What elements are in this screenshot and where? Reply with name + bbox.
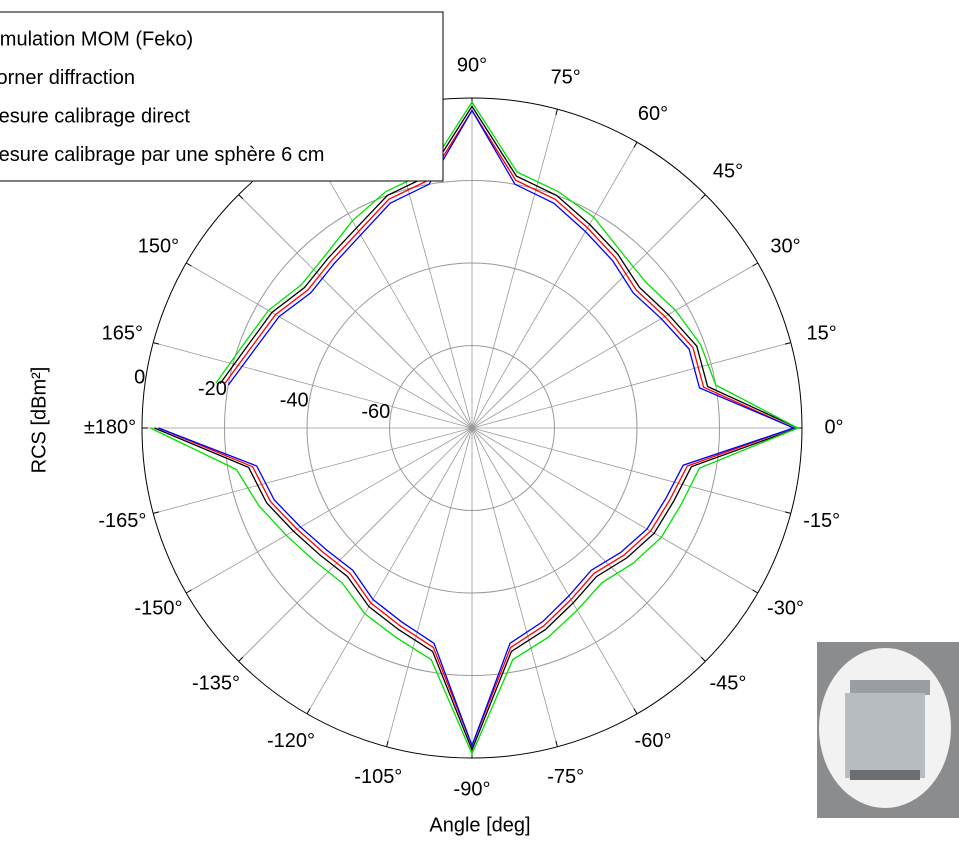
series-line: [150, 100, 800, 756]
theta-tick-label: 15°: [807, 323, 837, 345]
grid-spoke: [306, 427, 473, 714]
theta-tick: [700, 194, 706, 200]
theta-tick: [185, 589, 192, 594]
theta-tick: [386, 740, 389, 747]
legend-label: Simulation MOM (Feko): [0, 28, 193, 50]
theta-tick-label: -105°: [354, 766, 402, 788]
grid: [141, 97, 803, 759]
photo-base: [850, 770, 920, 780]
r-tick-label: -40: [280, 389, 309, 411]
theta-tick-label: -15°: [803, 510, 840, 532]
grid-spoke: [238, 427, 473, 662]
y-axis-label: RCS [dBm²]: [28, 367, 50, 474]
theta-tick-label: 60°: [638, 103, 668, 125]
theta-tick: [700, 656, 706, 662]
grid-spoke: [186, 427, 473, 594]
series-line: [158, 109, 796, 748]
theta-tick: [784, 342, 791, 345]
legend-label: Mesure calibrage direct: [0, 105, 190, 127]
theta-tick-label: 165°: [102, 323, 143, 345]
theta-tick: [306, 708, 311, 715]
theta-tick-label: -45°: [710, 672, 747, 694]
legend-label: Mesure calibrage par une sphère 6 cm: [0, 144, 324, 166]
theta-tick-label: -135°: [192, 672, 240, 694]
theta-tick: [633, 708, 638, 715]
theta-tick-label: -75°: [547, 766, 584, 788]
legend: Simulation MOM (Feko) Corner diffraction M…: [0, 11, 444, 182]
theta-tick: [185, 262, 192, 267]
grid-spoke: [471, 142, 638, 429]
theta-tick: [153, 342, 160, 345]
theta-tick-label: 75°: [551, 67, 581, 89]
theta-tick: [238, 194, 244, 200]
theta-tick: [153, 511, 160, 514]
theta-tick-label: -165°: [98, 510, 146, 532]
theta-tick: [752, 589, 759, 594]
theta-tick: [555, 740, 558, 747]
theta-tick: [784, 511, 791, 514]
theta-tick-label: -30°: [767, 597, 804, 619]
theta-tick: [555, 109, 558, 116]
theta-tick-label: 0°: [824, 416, 843, 438]
theta-tick-label: 45°: [713, 160, 743, 182]
theta-tick-label: -90°: [454, 778, 491, 800]
grid-spoke: [471, 262, 758, 429]
theta-tick-label: ±180°: [84, 416, 136, 438]
grid-spoke: [153, 342, 473, 429]
theta-tick-label: 30°: [770, 235, 800, 257]
theta-tick-label: -60°: [635, 730, 672, 752]
plot-lines: [150, 100, 800, 756]
grid-spoke: [471, 427, 706, 662]
grid-spoke: [306, 142, 473, 429]
theta-tick-label: -150°: [134, 597, 182, 619]
r-tick-label: -20: [198, 378, 227, 400]
grid-spoke: [471, 342, 791, 429]
theta-tick-label: 90°: [457, 54, 487, 76]
grid-spoke: [471, 194, 706, 429]
r-tick-label: 0: [134, 366, 145, 388]
theta-tick-label: -120°: [267, 730, 315, 752]
grid-spoke: [238, 194, 473, 429]
series-line: [154, 105, 800, 752]
photo-top-plate: [850, 680, 930, 695]
grid-spoke: [471, 109, 558, 429]
photo: [817, 642, 959, 818]
grid-spoke: [471, 427, 638, 714]
r-tick-label: -60: [361, 401, 390, 423]
grid-spoke: [386, 427, 473, 747]
theta-tick: [752, 262, 759, 267]
legend-label: Corner diffraction: [0, 67, 135, 89]
grid-spoke: [153, 427, 473, 514]
x-axis-label: Angle [deg]: [429, 814, 530, 836]
grid-spoke: [186, 262, 473, 429]
series-line: [158, 109, 796, 748]
grid-spoke: [471, 427, 758, 594]
photo-plate: [845, 693, 925, 778]
theta-tick-label: 150°: [138, 235, 179, 257]
grid-spoke: [471, 427, 558, 747]
legend-box: [0, 11, 444, 182]
theta-tick: [633, 141, 638, 148]
theta-tick: [238, 656, 244, 662]
grid-spoke: [471, 427, 791, 514]
